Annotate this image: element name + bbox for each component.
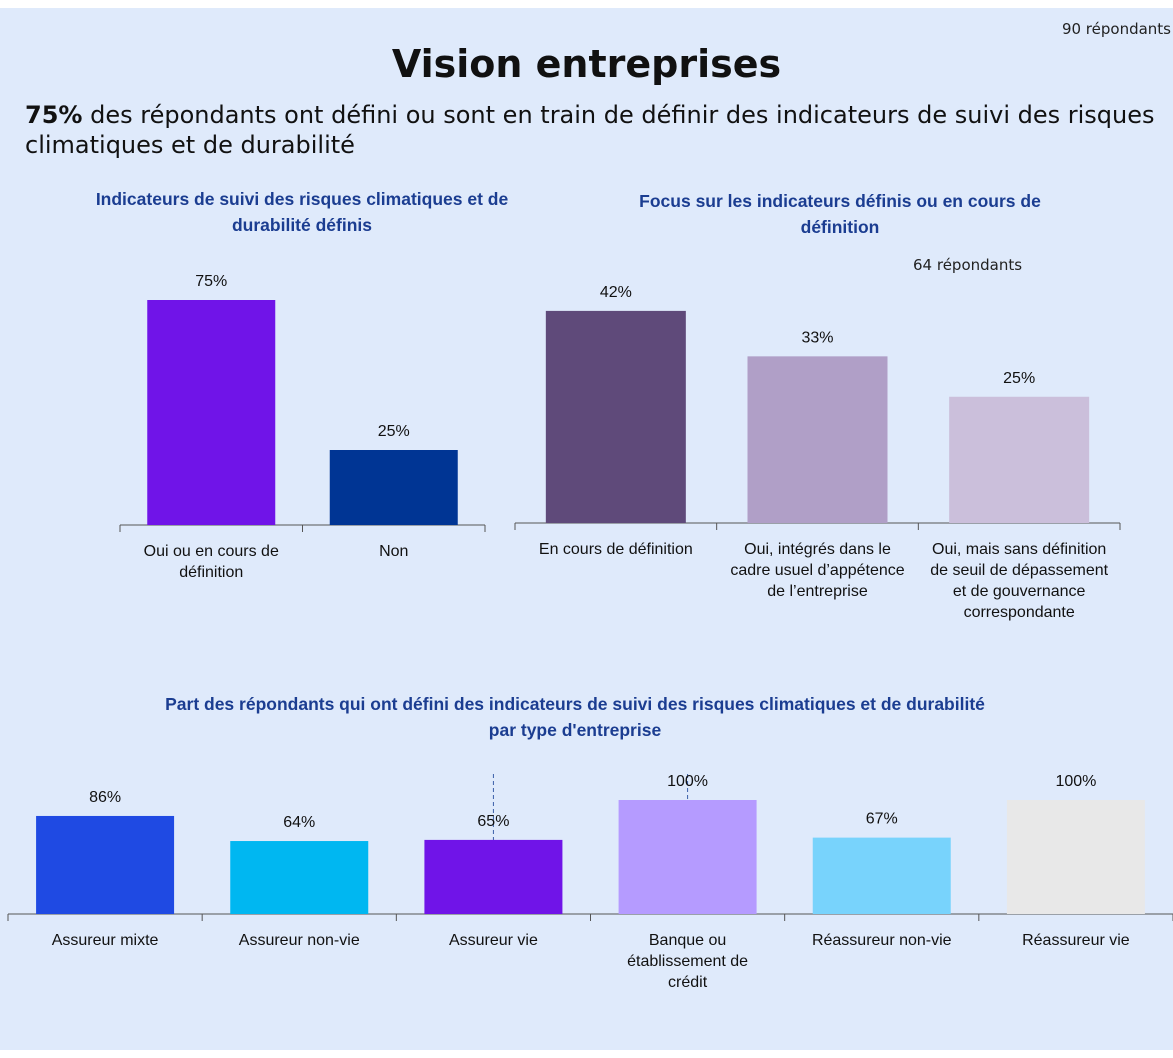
bar bbox=[230, 841, 369, 914]
category-label: Oui, intégrés dans le cadre usuel d’appé… bbox=[730, 541, 905, 600]
chart-title: Part des répondants qui ont défini des i… bbox=[165, 694, 985, 740]
category-label: En cours de définition bbox=[538, 541, 693, 558]
bar bbox=[949, 396, 1090, 523]
category-label: Assureur vie bbox=[448, 932, 538, 949]
chart-canvas: 75% 25% 42% 33% 25% 86% 64% 65% 100% 67% 100% bbox=[7, 273, 1173, 921]
bar bbox=[147, 300, 276, 525]
category-label: Oui ou en cours de définition bbox=[143, 543, 279, 581]
page: 75% 25% 42% 33% 25% 86% 64% 65% 100% 67% 100% 90 r… bbox=[0, 8, 1173, 1050]
bar bbox=[812, 837, 951, 914]
value-label: 25% bbox=[378, 423, 410, 440]
bar bbox=[329, 450, 458, 525]
respondents: 90 répondants bbox=[1061, 20, 1171, 38]
category-label: Réassureur vie bbox=[1022, 932, 1130, 949]
value-label: 67% bbox=[866, 811, 898, 828]
value-label: 42% bbox=[600, 284, 632, 301]
value-label: 100% bbox=[1055, 773, 1096, 790]
value-label: 100% bbox=[667, 773, 708, 790]
category-label: Assureur non-vie bbox=[238, 932, 360, 949]
value-label: 75% bbox=[195, 273, 227, 290]
category-label: Banque ou établissement de crédit bbox=[627, 932, 749, 991]
headline-value: 75% bbox=[25, 101, 83, 129]
bar bbox=[424, 839, 563, 914]
page-title: Vision entreprises bbox=[391, 42, 782, 86]
category-label: Oui, mais sans définition de seuil de dé… bbox=[930, 541, 1109, 621]
bar bbox=[545, 310, 686, 523]
value-label: 25% bbox=[1003, 370, 1035, 387]
bar bbox=[747, 356, 888, 523]
category-label: Réassureur non-vie bbox=[811, 932, 952, 949]
bar bbox=[618, 800, 757, 914]
chart-subtitle: 64 répondants bbox=[913, 256, 1023, 274]
category-label: Assureur mixte bbox=[51, 932, 159, 949]
chart-title: Focus sur les indicateurs définis ou en … bbox=[639, 191, 1041, 237]
value-label: 64% bbox=[283, 814, 315, 831]
headline: 75% des répondants ont défini ou sont en… bbox=[25, 100, 1155, 160]
value-label: 86% bbox=[89, 789, 121, 806]
chart-title: Indicateurs de suivi des risques climati… bbox=[95, 189, 509, 235]
category-label: Non bbox=[379, 543, 409, 560]
value-label: 33% bbox=[801, 329, 833, 346]
value-label: 65% bbox=[477, 813, 509, 830]
headline-text: des répondants ont défini ou sont en tra… bbox=[25, 101, 1155, 159]
bar bbox=[1006, 800, 1145, 914]
bar bbox=[36, 815, 175, 914]
